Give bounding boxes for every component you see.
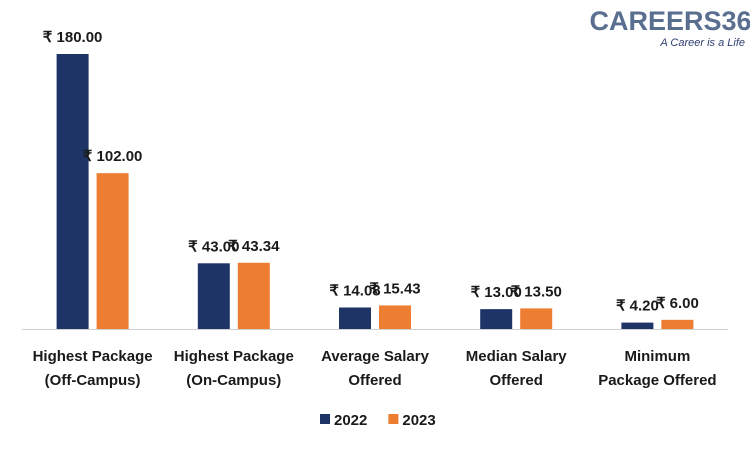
bar xyxy=(661,319,694,329)
bar xyxy=(480,309,513,329)
bar xyxy=(339,307,371,329)
bar xyxy=(197,263,230,329)
data-label: ₹ 102.00 xyxy=(83,148,143,165)
legend-swatch xyxy=(320,414,330,424)
x-tick-label: Average Salary Offered xyxy=(321,348,430,389)
data-label: ₹ 13.50 xyxy=(511,283,562,300)
x-tick-label: Median Salary Offered xyxy=(466,348,568,389)
legend-label: 2023 xyxy=(402,412,435,429)
data-label: ₹ 14.08 xyxy=(329,282,380,299)
logo-tagline: A Career is a Life xyxy=(659,37,745,49)
data-label: ₹ 180.00 xyxy=(43,29,103,46)
data-label: ₹ 43.34 xyxy=(228,238,280,255)
data-label: ₹ 6.00 xyxy=(656,295,699,312)
x-tick-label: Highest Package (On-Campus) xyxy=(174,348,294,389)
legend-swatch xyxy=(388,414,399,424)
bar xyxy=(56,54,89,329)
x-tick-label: Highest Package (Off-Campus) xyxy=(33,348,153,389)
bar xyxy=(621,322,654,329)
legend-label: 2022 xyxy=(334,412,367,429)
data-label: ₹ 43.00 xyxy=(188,238,239,255)
bar xyxy=(237,262,270,329)
bar xyxy=(96,173,129,329)
bar xyxy=(520,308,553,329)
logo-name: CAREERS360 xyxy=(589,6,750,36)
data-label: ₹ 4.20 xyxy=(616,298,659,315)
data-label: ₹ 13.00 xyxy=(471,284,522,301)
x-tick-label: Minimum Package Offered xyxy=(598,348,716,389)
bar xyxy=(379,305,411,329)
data-label: ₹ 15.43 xyxy=(369,280,420,297)
